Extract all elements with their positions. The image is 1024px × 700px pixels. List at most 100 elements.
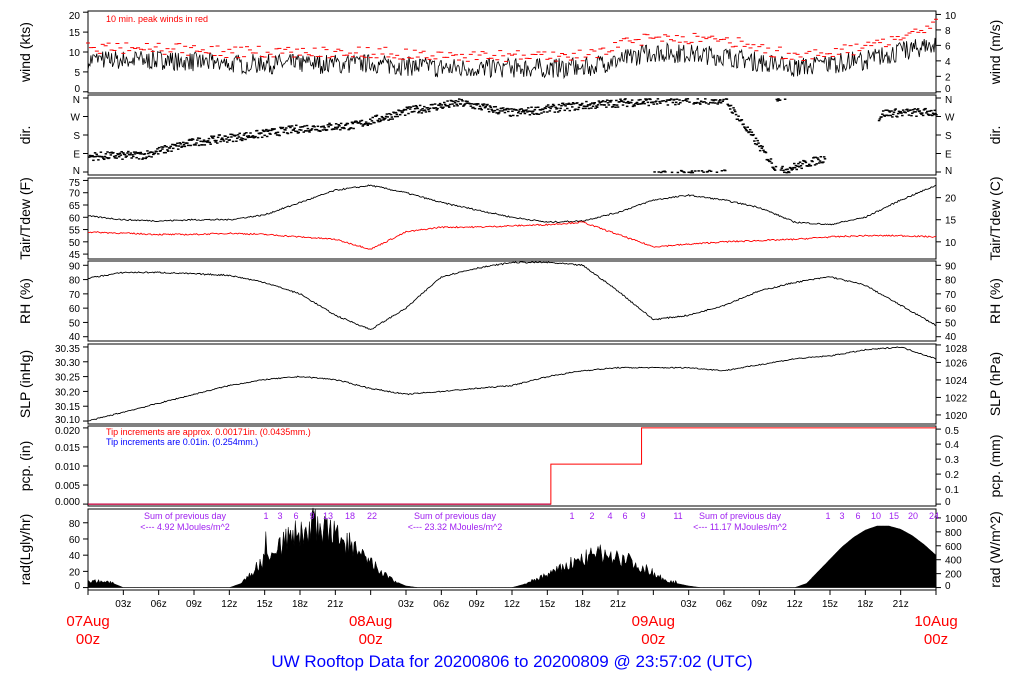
chart-title: UW Rooftop Data for 20200806 to 20200809…: [271, 652, 753, 671]
direction-point: [922, 109, 926, 111]
date-hour-label: 00z: [641, 631, 665, 648]
direction-point: [782, 169, 785, 172]
direction-point: [166, 150, 170, 152]
direction-point: [244, 138, 247, 141]
direction-point: [749, 133, 753, 136]
peak-wind-note: 10 min. peak winds in red: [106, 14, 208, 24]
direction-point: [580, 103, 583, 106]
direction-point: [396, 115, 399, 118]
direction-point: [414, 104, 418, 107]
direction-point: [622, 101, 626, 103]
direction-point: [615, 104, 619, 106]
ylabel-radiation: rad(Lgly/hr): [17, 514, 33, 586]
direction-point: [703, 101, 706, 103]
direction-point: [254, 135, 257, 138]
direction-point: [327, 125, 330, 128]
ylabel-rh: RH (%): [17, 278, 33, 324]
direction-point: [704, 98, 707, 100]
direction-point: [700, 170, 704, 172]
xtick-label: 03z: [398, 599, 414, 610]
direction-point: [452, 105, 456, 107]
direction-point: [664, 100, 668, 103]
direction-point: [339, 128, 342, 131]
direction-point: [548, 110, 552, 112]
direction-point: [212, 135, 216, 137]
direction-point: [664, 171, 667, 173]
direction-point: [675, 98, 679, 100]
direction-point: [807, 165, 810, 167]
direction-point: [909, 109, 912, 111]
direction-point: [817, 162, 821, 164]
ytick-right-label: 0.5: [945, 426, 959, 437]
direction-point: [295, 124, 298, 127]
direction-point: [699, 100, 703, 102]
rad-hour-label: 1: [569, 511, 574, 521]
direction-point: [680, 170, 684, 172]
direction-point: [788, 171, 791, 174]
direction-point: [907, 114, 911, 116]
direction-point: [456, 105, 459, 107]
direction-point: [209, 143, 212, 145]
rad-hour-label: 2: [589, 511, 594, 521]
direction-point: [933, 109, 937, 112]
direction-point: [800, 167, 803, 170]
direction-point: [745, 130, 749, 132]
direction-point: [226, 141, 229, 143]
direction-point: [399, 110, 403, 112]
direction-point: [688, 101, 691, 103]
direction-point: [465, 102, 468, 104]
direction-point: [742, 123, 745, 125]
direction-point: [216, 142, 219, 144]
direction-point: [605, 99, 609, 101]
direction-point: [112, 155, 116, 158]
date-label: 10Aug: [914, 613, 957, 630]
direction-point: [286, 132, 290, 135]
direction-point: [151, 151, 154, 153]
direction-point: [581, 107, 585, 110]
direction-point: [221, 137, 224, 139]
ytick-right-label: S: [945, 131, 952, 142]
direction-point: [708, 169, 711, 172]
direction-point: [516, 111, 520, 114]
direction-point: [342, 126, 345, 129]
direction-point: [384, 115, 388, 118]
direction-point: [139, 151, 143, 154]
direction-point: [312, 125, 315, 127]
direction-point: [794, 164, 798, 167]
direction-point: [278, 134, 281, 137]
direction-point: [261, 129, 265, 131]
ytick-label: 50: [69, 238, 81, 249]
direction-point: [221, 138, 225, 141]
direction-point: [795, 168, 798, 171]
direction-point: [470, 103, 473, 105]
xtick-label: 06z: [716, 599, 732, 610]
direction-point: [556, 111, 560, 113]
direction-point: [912, 111, 916, 113]
direction-point: [559, 107, 562, 110]
ytick-label: N: [73, 166, 80, 177]
direction-point: [567, 102, 571, 105]
direction-point: [534, 106, 537, 109]
direction-point: [926, 113, 930, 116]
direction-point: [125, 155, 128, 157]
direction-point: [531, 112, 534, 114]
ytick-right-label: 0.3: [945, 455, 959, 466]
direction-point: [309, 129, 313, 131]
xtick-label: 21z: [893, 599, 909, 610]
direction-point: [681, 100, 685, 102]
direction-point: [587, 107, 591, 110]
direction-point: [326, 124, 330, 126]
direction-point: [489, 106, 493, 109]
rad-hour-label: 1: [263, 511, 268, 521]
direction-point: [241, 138, 245, 140]
ytick-label: 65: [69, 201, 81, 212]
ytick-right-label: 1000: [945, 514, 968, 525]
ytick-label: 30.15: [55, 402, 80, 413]
rad-note-title: Sum of previous day: [144, 511, 227, 521]
ytick-right-label: 1020: [945, 411, 968, 422]
direction-point: [454, 100, 458, 102]
direction-point: [195, 142, 198, 144]
ytick-label: 0.020: [55, 426, 80, 437]
direction-point: [624, 98, 627, 100]
